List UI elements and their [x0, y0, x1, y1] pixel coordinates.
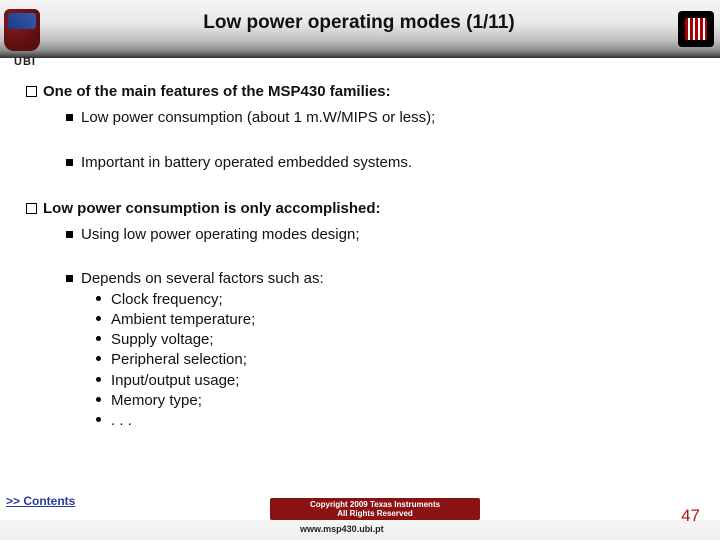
bullet-block-1: One of the main features of the MSP430 f… [26, 82, 694, 102]
slide-number: 47 [681, 506, 700, 526]
dot-bullet-icon [96, 316, 101, 321]
block1-sub1: Low power consumption (about 1 m.W/MIPS … [66, 108, 694, 128]
filled-square-bullet-icon [66, 114, 73, 121]
block1-sub2-text: Important in battery operated embedded s… [81, 154, 412, 171]
slide-title: Low power operating modes (1/11) [40, 12, 678, 46]
contents-link[interactable]: >> Contents [6, 494, 75, 508]
hollow-square-bullet-icon [26, 203, 37, 214]
factor-item: Memory type; [96, 391, 694, 411]
filled-square-bullet-icon [66, 275, 73, 282]
dot-bullet-icon [96, 356, 101, 361]
slide-header: Low power operating modes (1/11) [0, 0, 720, 58]
ubi-crest-logo [4, 9, 40, 51]
block1-sub1-text: Low power consumption (about 1 m.W/MIPS … [81, 109, 435, 126]
factor-item: . . . [96, 411, 694, 431]
block1-heading: One of the main features of the MSP430 f… [43, 83, 391, 100]
bullet-block-2: Low power consumption is only accomplish… [26, 199, 694, 219]
factor-text: Supply voltage; [111, 331, 214, 348]
dot-bullet-icon [96, 296, 101, 301]
factor-item: Clock frequency; [96, 290, 694, 310]
hollow-square-bullet-icon [26, 86, 37, 97]
slide-body: One of the main features of the MSP430 f… [0, 58, 720, 431]
filled-square-bullet-icon [66, 159, 73, 166]
copyright-box: Copyright 2009 Texas Instruments All Rig… [270, 498, 480, 520]
factor-text: Peripheral selection; [111, 351, 247, 368]
footer-url: www.msp430.ubi.pt [300, 524, 384, 534]
block2-sub2: Depends on several factors such as: [66, 269, 694, 289]
factor-text: Memory type; [111, 392, 202, 409]
filled-square-bullet-icon [66, 231, 73, 238]
block2-sub2-lead: Depends on several factors such as: [81, 270, 324, 287]
block2-sub1: Using low power operating modes design; [66, 225, 694, 245]
factor-text: Input/output usage; [111, 372, 239, 389]
block2-heading: Low power consumption is only accomplish… [43, 200, 381, 217]
factor-item: Peripheral selection; [96, 350, 694, 370]
factor-text: Ambient temperature; [111, 311, 255, 328]
ubi-label: UBI [14, 56, 36, 68]
factor-item: Ambient temperature; [96, 310, 694, 330]
block2-sub1-text: Using low power operating modes design; [81, 226, 360, 243]
dot-bullet-icon [96, 336, 101, 341]
copyright-line1: Copyright 2009 Texas Instruments [274, 500, 476, 509]
copyright-line2: All Rights Reserved [274, 509, 476, 518]
factor-item: Supply voltage; [96, 330, 694, 350]
dot-bullet-icon [96, 377, 101, 382]
factor-item: Input/output usage; [96, 371, 694, 391]
ti-logo [678, 11, 714, 47]
dot-bullet-icon [96, 417, 101, 422]
block1-sub2: Important in battery operated embedded s… [66, 153, 694, 173]
dot-bullet-icon [96, 397, 101, 402]
factor-text: Clock frequency; [111, 291, 223, 308]
factor-text: . . . [111, 412, 132, 429]
